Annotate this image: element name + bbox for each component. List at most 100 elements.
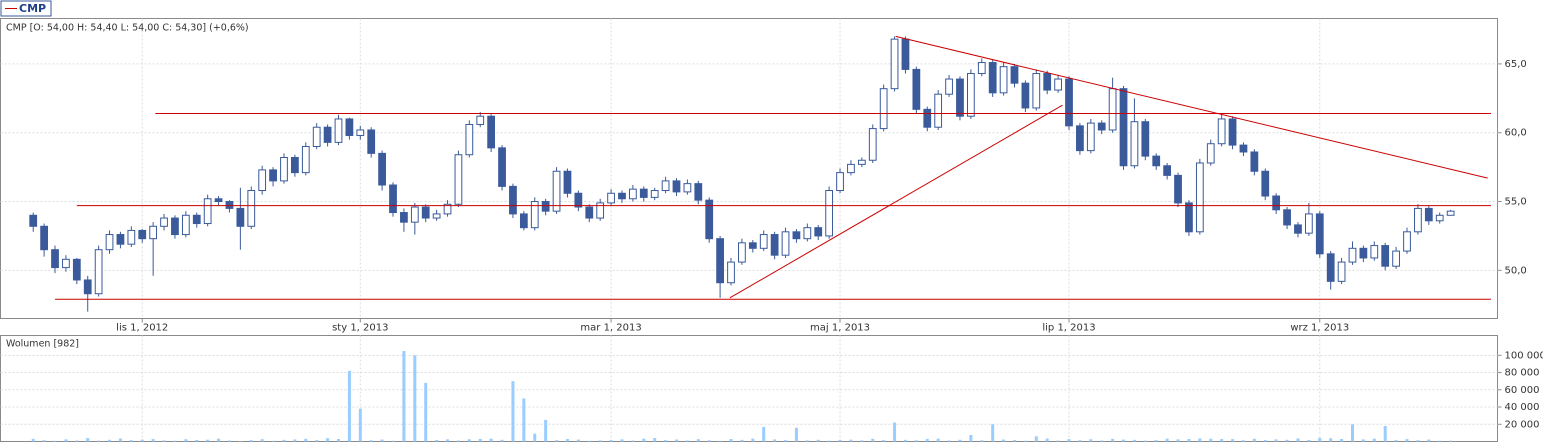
candle-body (1326, 253, 1335, 282)
candle-body (378, 152, 386, 186)
candle-body (291, 156, 299, 174)
volume-bar (1176, 439, 1180, 442)
candle-body (236, 207, 245, 227)
candle-body (72, 258, 81, 281)
candle-body (356, 129, 365, 136)
volume-bar (762, 426, 766, 442)
y-tick-label: 60,0 (1505, 128, 1527, 139)
volume-bar (347, 370, 351, 442)
candle-body (203, 198, 212, 225)
volume-bar (1034, 436, 1038, 442)
candle-body (650, 190, 659, 198)
volume-bar (1372, 438, 1376, 442)
legend-box (0, 0, 52, 17)
volume-bar (587, 440, 591, 442)
candle-body (1032, 73, 1041, 109)
volume-bar (162, 440, 166, 442)
volume-bar (860, 440, 864, 442)
volume-bar (1165, 438, 1169, 442)
candle-body (509, 185, 517, 215)
candle-body (825, 190, 834, 237)
volume-bar (1122, 439, 1126, 442)
volume-bar (1045, 438, 1049, 442)
volume-bar (1012, 440, 1016, 442)
candle-body (247, 190, 256, 227)
candle-body (1152, 155, 1161, 167)
candle-body (367, 129, 376, 154)
candle-body (29, 214, 38, 227)
volume-bar (740, 439, 744, 442)
candle-body (1119, 88, 1128, 167)
volume-bar (1438, 440, 1442, 442)
volume-bar (533, 433, 537, 442)
candle-body (977, 62, 986, 75)
candle-body (1130, 121, 1139, 167)
volume-bar (642, 438, 646, 442)
volume-bar (1274, 439, 1278, 442)
volume-bar (467, 439, 471, 442)
candle-body (51, 249, 59, 269)
volume-bar (1100, 440, 1104, 442)
volume-bar (903, 439, 907, 442)
volume-bar (478, 438, 482, 442)
candle-body (1359, 247, 1368, 259)
candle-body (258, 169, 267, 192)
candle-body (1294, 224, 1302, 234)
candle-body (563, 170, 572, 194)
candle-body (40, 225, 48, 251)
volume-bar (489, 438, 493, 442)
candle-body (138, 229, 147, 240)
candle-body (966, 73, 975, 117)
y-tick-label: 55,0 (1505, 197, 1527, 208)
candle-body (454, 154, 463, 205)
candle-body (389, 184, 397, 214)
candle-body (1097, 122, 1106, 131)
volume-bar (969, 435, 973, 442)
volume-bar (816, 439, 820, 442)
candle-body (1370, 245, 1379, 259)
volume-bar (1067, 439, 1071, 442)
candle-body (1392, 250, 1400, 267)
candle-body (923, 108, 932, 128)
candle-body (1315, 213, 1324, 255)
candle-body (498, 147, 506, 187)
candle-body (1043, 73, 1052, 91)
candle-body (476, 115, 485, 125)
volume-bar (1285, 439, 1289, 442)
x-tick-label: lip 1, 2013 (1042, 323, 1095, 334)
volume-bar (1416, 440, 1420, 442)
candle-body (585, 206, 594, 219)
volume-bar (707, 440, 711, 442)
y-tick-label: 65,0 (1505, 59, 1527, 70)
volume-bar (1111, 438, 1115, 442)
volume-bar (631, 440, 635, 442)
candle-body (83, 279, 92, 295)
candle-body (1174, 174, 1182, 204)
candle-body (149, 225, 158, 240)
volume-bar (1231, 439, 1235, 442)
candle-body (988, 62, 997, 94)
volume-bar (108, 439, 112, 442)
volume-bar (42, 440, 46, 442)
candle-body (727, 261, 735, 284)
candle-body (934, 93, 943, 128)
candle-body (1283, 209, 1291, 226)
volume-bar (925, 439, 929, 442)
candle-body (443, 203, 452, 215)
candle-body (607, 192, 615, 204)
volume-bar (238, 440, 242, 442)
volume-bar (424, 382, 428, 442)
volume-bar (555, 440, 559, 442)
candle-body (465, 123, 474, 156)
candle-body (814, 227, 823, 237)
volume-bar (1143, 440, 1147, 442)
volume-bar (380, 439, 384, 442)
candle-body (792, 231, 801, 240)
y2-tick-label: 100 000 (1505, 350, 1543, 361)
candle-body (1185, 202, 1193, 233)
volume-bar (1361, 439, 1365, 442)
volume-bar (402, 351, 406, 442)
volume-bar (227, 440, 231, 442)
volume-bar (784, 440, 788, 442)
candle-body (1021, 82, 1030, 109)
